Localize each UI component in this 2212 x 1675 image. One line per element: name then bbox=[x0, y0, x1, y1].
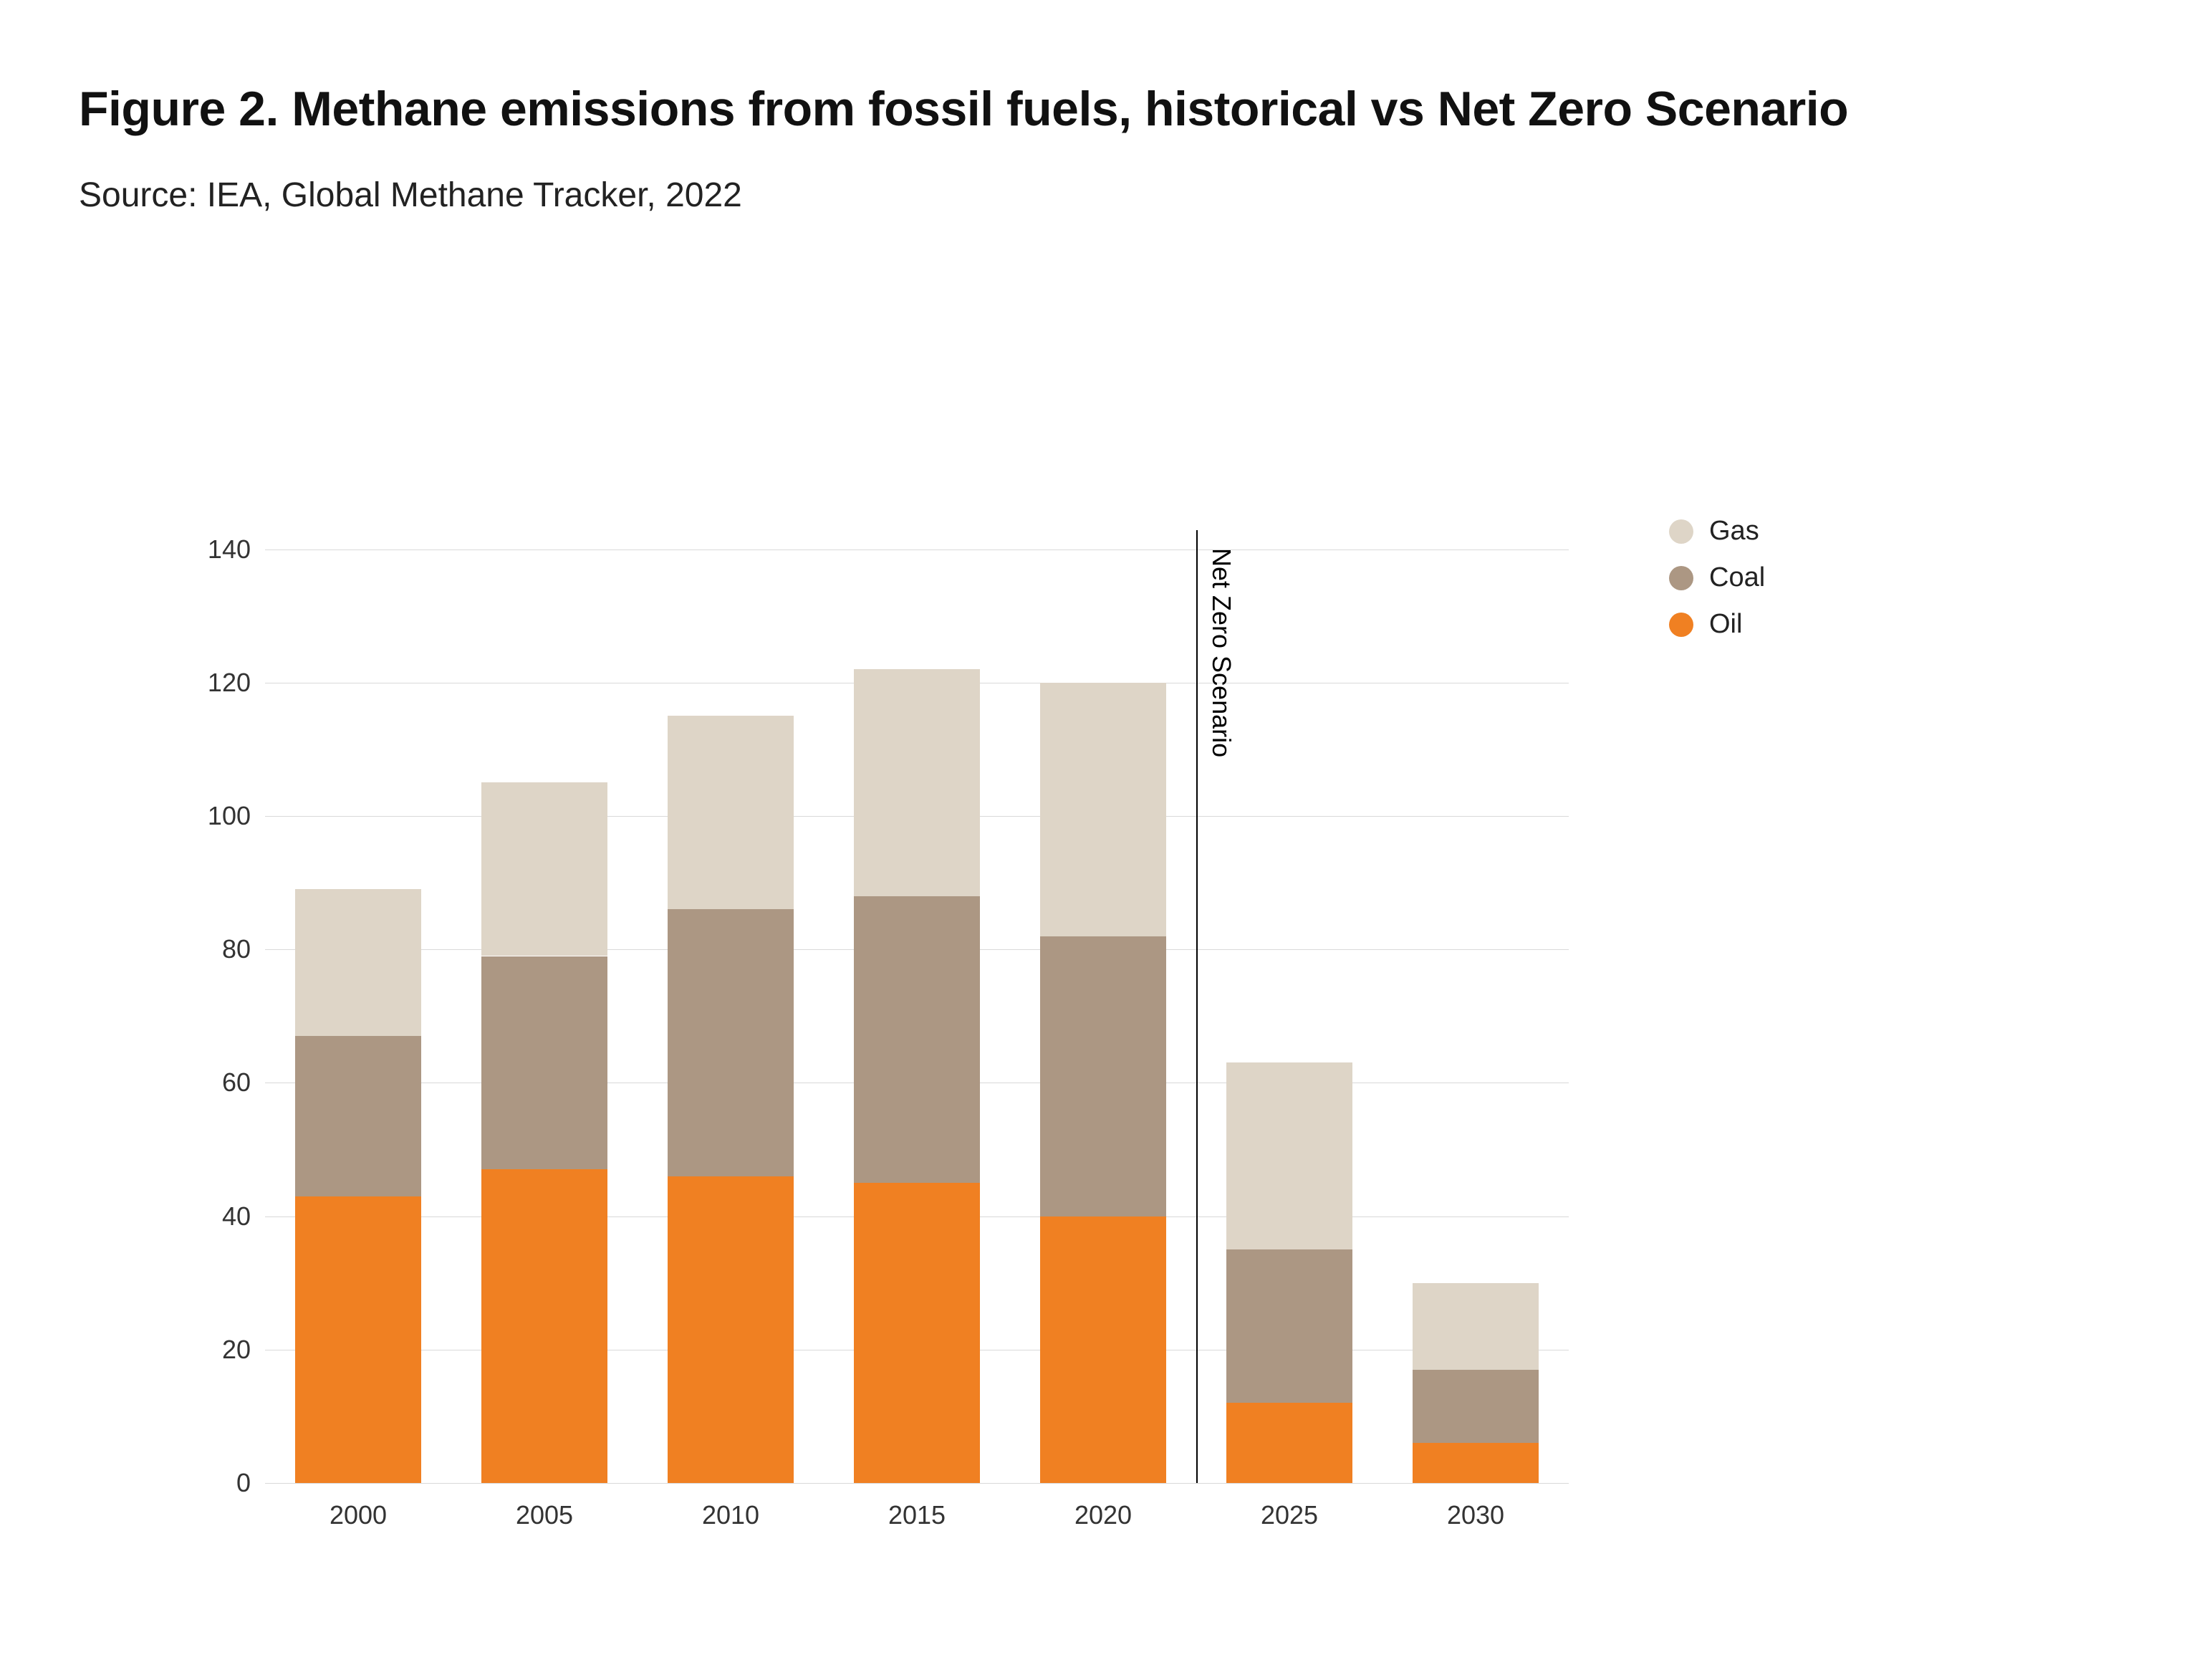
bar-seg-oil bbox=[1040, 1216, 1167, 1483]
chart-subtitle: Source: IEA, Global Methane Tracker, 202… bbox=[79, 176, 2126, 215]
bar-seg-coal bbox=[854, 896, 981, 1183]
bar-seg-coal bbox=[1040, 936, 1167, 1216]
x-tick-label: 2000 bbox=[330, 1500, 387, 1530]
x-tick-label: 2010 bbox=[702, 1500, 759, 1530]
x-tick-label: 2030 bbox=[1447, 1500, 1504, 1530]
y-tick-label: 120 bbox=[179, 668, 251, 698]
bar-seg-coal bbox=[1226, 1249, 1353, 1403]
legend-swatch-oil bbox=[1669, 613, 1693, 637]
bar-seg-oil bbox=[668, 1176, 794, 1483]
bar-seg-oil bbox=[1413, 1443, 1539, 1483]
y-tick-label: 40 bbox=[179, 1201, 251, 1232]
bar-seg-gas bbox=[854, 669, 981, 896]
legend-item-coal: Coal bbox=[1669, 562, 1765, 593]
scenario-divider-label: Net Zero Scenario bbox=[1206, 548, 1236, 757]
bar-2030 bbox=[1413, 516, 1539, 1483]
scenario-divider-line bbox=[1196, 530, 1198, 1483]
y-tick-label: 60 bbox=[179, 1067, 251, 1098]
legend: Gas Coal Oil bbox=[1669, 516, 1765, 656]
plot-region: Net Zero Scenario bbox=[265, 516, 1569, 1483]
bar-seg-gas bbox=[1040, 683, 1167, 936]
bar-seg-oil bbox=[481, 1169, 608, 1483]
chart-title: Figure 2. Methane emissions from fossil … bbox=[79, 79, 1941, 140]
bar-2000 bbox=[295, 516, 422, 1483]
bar-2025 bbox=[1226, 516, 1353, 1483]
x-tick-label: 2020 bbox=[1074, 1500, 1132, 1530]
legend-item-oil: Oil bbox=[1669, 609, 1765, 640]
bar-2015 bbox=[854, 516, 981, 1483]
bar-seg-coal bbox=[1413, 1370, 1539, 1443]
bar-seg-gas bbox=[1226, 1062, 1353, 1249]
chart-area: 0 20 40 60 80 100 120 140 Net Zero Scenario 200… bbox=[179, 487, 1970, 1590]
legend-label: Coal bbox=[1709, 562, 1765, 593]
y-tick-label: 80 bbox=[179, 934, 251, 964]
bar-seg-oil bbox=[1226, 1403, 1353, 1483]
bar-seg-coal bbox=[481, 956, 608, 1170]
bar-seg-gas bbox=[481, 782, 608, 956]
bar-seg-gas bbox=[295, 889, 422, 1036]
legend-swatch-gas bbox=[1669, 519, 1693, 544]
bar-seg-coal bbox=[668, 909, 794, 1176]
bar-seg-gas bbox=[1413, 1283, 1539, 1370]
y-tick-label: 140 bbox=[179, 534, 251, 565]
legend-item-gas: Gas bbox=[1669, 516, 1765, 547]
legend-swatch-coal bbox=[1669, 566, 1693, 590]
y-tick-label: 0 bbox=[179, 1468, 251, 1498]
y-tick-label: 100 bbox=[179, 801, 251, 831]
x-tick-label: 2025 bbox=[1261, 1500, 1318, 1530]
bar-2020 bbox=[1040, 516, 1167, 1483]
bar-seg-oil bbox=[854, 1183, 981, 1483]
bar-2010 bbox=[668, 516, 794, 1483]
x-tick-label: 2005 bbox=[516, 1500, 573, 1530]
bar-seg-oil bbox=[295, 1196, 422, 1483]
x-tick-label: 2015 bbox=[888, 1500, 946, 1530]
y-tick-label: 20 bbox=[179, 1335, 251, 1365]
legend-label: Gas bbox=[1709, 516, 1759, 547]
bar-seg-gas bbox=[668, 716, 794, 909]
bar-seg-coal bbox=[295, 1036, 422, 1196]
bar-2005 bbox=[481, 516, 608, 1483]
legend-label: Oil bbox=[1709, 609, 1742, 640]
